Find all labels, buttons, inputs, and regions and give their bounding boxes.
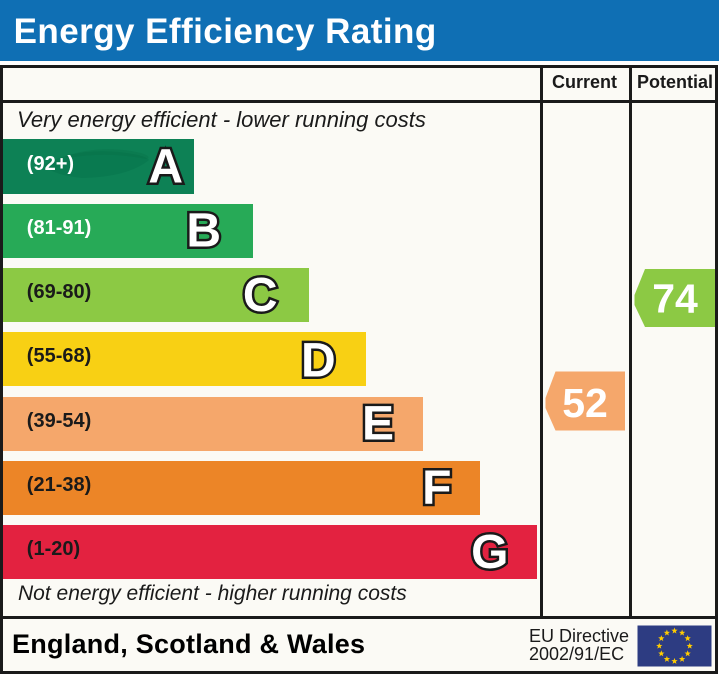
svg-text:B: B — [186, 205, 221, 258]
svg-text:C: C — [243, 269, 278, 322]
svg-text:52: 52 — [562, 380, 608, 426]
svg-text:G: G — [471, 526, 508, 579]
svg-text:E: E — [362, 397, 394, 450]
svg-text:74: 74 — [652, 275, 698, 321]
svg-text:A: A — [148, 141, 183, 194]
svg-text:D: D — [301, 334, 336, 387]
svg-text:F: F — [422, 462, 451, 515]
